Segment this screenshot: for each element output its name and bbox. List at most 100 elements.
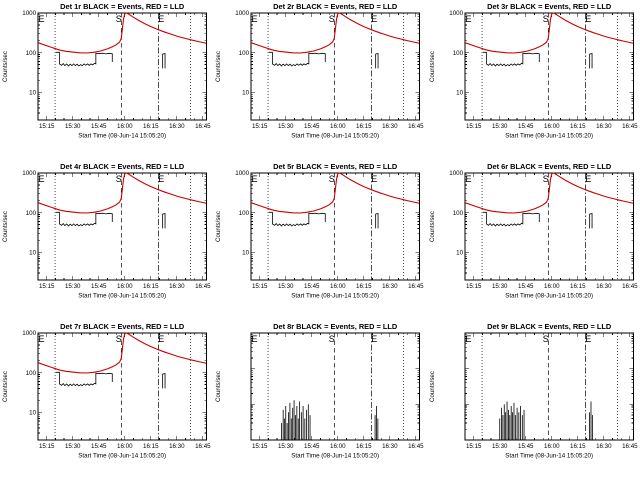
x-tick-label: 16:15 bbox=[356, 283, 372, 290]
panel-title: Det 4r BLACK = Events, RED = LLD bbox=[60, 162, 185, 171]
x-tick-label: 15:45 bbox=[91, 443, 107, 450]
x-tick-label: 16:00 bbox=[330, 443, 346, 450]
y-tick-label: 10 bbox=[242, 249, 249, 256]
y-axis-label: Counts/sec bbox=[2, 371, 9, 402]
x-tick-label: 15:30 bbox=[65, 283, 81, 290]
x-tick-label: 16:45 bbox=[408, 283, 424, 290]
plot-frame bbox=[250, 332, 421, 441]
chart-det-4r: Det 4r BLACK = Events, RED = LLD Counts/s… bbox=[2, 162, 211, 299]
flag-letter-S: S bbox=[116, 14, 122, 24]
y-tick-label: 1000 bbox=[22, 170, 36, 177]
x-tick-label: 15:45 bbox=[91, 283, 107, 290]
panel-det-6r: Det 6r BLACK = Events, RED = LLD Counts/s… bbox=[427, 160, 640, 320]
y-tick-label: 10 bbox=[242, 89, 249, 96]
x-tick-label: 16:00 bbox=[117, 283, 133, 290]
x-tick-label: 16:30 bbox=[382, 123, 398, 130]
y-axis-label: Counts/sec bbox=[429, 211, 436, 242]
x-tick-label: 16:30 bbox=[382, 443, 398, 450]
x-axis-label: Start Time (08-Jun-14 15:05:20) bbox=[505, 133, 593, 140]
panel-det-8r: Det 8r BLACK = Events, RED = LLD Counts/s… bbox=[213, 320, 426, 480]
x-tick-label: 16:15 bbox=[356, 123, 372, 130]
y-tick-label: 10 bbox=[456, 89, 463, 96]
x-tick-label: 15:15 bbox=[466, 283, 482, 290]
flag-letter-S: S bbox=[116, 174, 122, 184]
panel-det-3r: Det 3r BLACK = Events, RED = LLD Counts/s… bbox=[427, 0, 640, 160]
panel-title: Det 7r BLACK = Events, RED = LLD bbox=[60, 322, 185, 331]
x-tick-label: 15:30 bbox=[492, 123, 508, 130]
flag-letter-E: E bbox=[252, 174, 258, 184]
x-tick-label: 16:30 bbox=[596, 283, 612, 290]
y-tick-label: 100 bbox=[452, 50, 463, 57]
x-tick-label: 16:45 bbox=[195, 443, 211, 450]
y-axis-label: Counts/sec bbox=[215, 51, 222, 82]
x-axis-label: Start Time (08-Jun-14 15:05:20) bbox=[78, 453, 166, 460]
flag-letter-E: E bbox=[252, 334, 258, 344]
x-tick-label: 15:30 bbox=[65, 123, 81, 130]
flag-letter-S: S bbox=[542, 174, 548, 184]
panel-title: Det 9r BLACK = Events, RED = LLD bbox=[487, 322, 612, 331]
events-curve bbox=[162, 212, 166, 229]
x-tick-label: 15:45 bbox=[304, 123, 320, 130]
events-curve bbox=[482, 211, 540, 227]
x-tick-label: 16:30 bbox=[169, 283, 185, 290]
flag-letter-S: S bbox=[542, 14, 548, 24]
lld-curve bbox=[251, 12, 420, 54]
x-tick-label: 16:30 bbox=[596, 123, 612, 130]
flag-letter-E: E bbox=[585, 174, 591, 184]
y-axis-label: Counts/sec bbox=[429, 371, 436, 402]
events-curve bbox=[55, 51, 113, 67]
x-tick-label: 16:45 bbox=[195, 283, 211, 290]
flag-letter-E: E bbox=[585, 14, 591, 24]
y-tick-label: 10 bbox=[29, 89, 36, 96]
x-tick-label: 16:45 bbox=[622, 443, 638, 450]
flag-letter-E: E bbox=[252, 14, 258, 24]
y-tick-label: 10 bbox=[29, 409, 36, 416]
events-curve bbox=[588, 212, 593, 229]
panel-title: Det 3r BLACK = Events, RED = LLD bbox=[487, 2, 612, 11]
flag-letter-E: E bbox=[39, 174, 45, 184]
y-axis-label: Counts/sec bbox=[2, 211, 9, 242]
lld-curve bbox=[464, 172, 634, 214]
flag-letter-E: E bbox=[372, 14, 378, 24]
y-tick-label: 1000 bbox=[449, 170, 463, 177]
x-tick-label: 15:15 bbox=[39, 123, 55, 130]
lld-curve bbox=[464, 12, 634, 54]
x-axis-label: Start Time (08-Jun-14 15:05:20) bbox=[292, 453, 380, 460]
x-tick-label: 15:45 bbox=[518, 123, 534, 130]
y-tick-label: 1000 bbox=[22, 330, 36, 337]
flag-letter-E: E bbox=[465, 334, 471, 344]
x-tick-label: 16:15 bbox=[143, 443, 159, 450]
x-tick-label: 15:30 bbox=[65, 443, 81, 450]
panel-det-9r: Det 9r BLACK = Events, RED = LLD Counts/s… bbox=[427, 320, 640, 480]
flag-letter-S: S bbox=[542, 334, 548, 344]
panel-title: Det 2r BLACK = Events, RED = LLD bbox=[273, 2, 398, 11]
flag-letter-E: E bbox=[465, 174, 471, 184]
events-curve bbox=[588, 52, 593, 69]
x-axis-label: Start Time (08-Jun-14 15:05:20) bbox=[505, 453, 593, 460]
flag-letter-S: S bbox=[116, 334, 122, 344]
x-axis-label: Start Time (08-Jun-14 15:05:20) bbox=[78, 133, 166, 140]
y-tick-label: 100 bbox=[239, 210, 250, 217]
panel-title: Det 6r BLACK = Events, RED = LLD bbox=[487, 162, 612, 171]
x-tick-label: 15:45 bbox=[518, 443, 534, 450]
y-tick-label: 100 bbox=[26, 370, 37, 377]
plot-frame bbox=[37, 332, 207, 441]
y-tick-label: 100 bbox=[452, 210, 463, 217]
panel-title: Det 8r BLACK = Events, RED = LLD bbox=[273, 322, 398, 331]
events-curve bbox=[55, 211, 113, 227]
x-tick-label: 15:45 bbox=[518, 283, 534, 290]
panel-det-1r: Det 1r BLACK = Events, RED = LLD Counts/s… bbox=[0, 0, 213, 160]
x-tick-label: 16:30 bbox=[169, 443, 185, 450]
chart-det-6r: Det 6r BLACK = Events, RED = LLD Counts/s… bbox=[429, 162, 638, 300]
x-axis-label: Start Time (08-Jun-14 15:05:20) bbox=[292, 293, 380, 300]
y-tick-label: 1000 bbox=[449, 10, 463, 17]
events-curve bbox=[269, 51, 327, 67]
x-tick-label: 15:15 bbox=[39, 283, 55, 290]
x-tick-label: 16:45 bbox=[622, 123, 638, 130]
x-axis-label: Start Time (08-Jun-14 15:05:20) bbox=[505, 293, 593, 300]
x-tick-label: 16:15 bbox=[570, 123, 586, 130]
x-tick-label: 16:30 bbox=[596, 443, 612, 450]
x-tick-label: 16:45 bbox=[408, 443, 424, 450]
flag-letter-E: E bbox=[39, 334, 45, 344]
chart-det-8r: Det 8r BLACK = Events, RED = LLD Counts/s… bbox=[215, 322, 424, 460]
